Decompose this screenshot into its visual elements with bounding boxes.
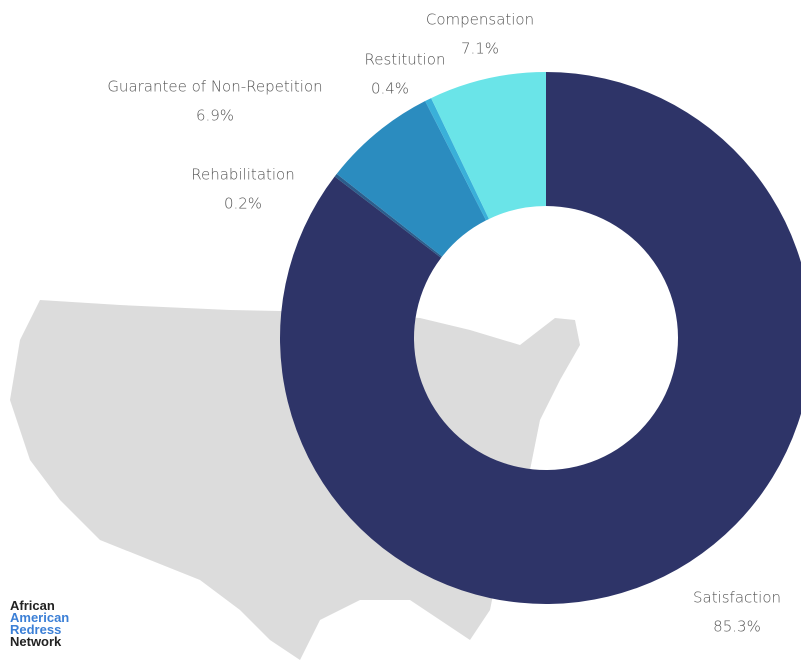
- donut-slice: [280, 72, 801, 604]
- slice-value: 7.1%: [461, 40, 499, 58]
- logo-text: Network: [10, 634, 62, 649]
- slice-label: Rehabilitation: [191, 166, 295, 184]
- logo-text: American: [10, 610, 69, 625]
- slice-value: 6.9%: [196, 107, 234, 125]
- donut-slice: [431, 72, 546, 219]
- slice-label: Guarantee of Non-Repetition: [107, 78, 322, 96]
- logo: African American Redress Network: [10, 598, 69, 649]
- slice-value: 0.2%: [224, 195, 262, 213]
- logo-text: African: [10, 598, 55, 613]
- slice-value: 0.4%: [371, 80, 409, 98]
- slice-label: Compensation: [426, 11, 534, 29]
- slice-label: Restitution: [365, 51, 446, 69]
- slice-value: 85.3%: [713, 618, 761, 636]
- logo-text: Redress: [10, 622, 61, 637]
- donut-slice: [425, 98, 489, 221]
- donut-slice: [334, 173, 443, 258]
- slice-label: Satisfaction: [693, 589, 781, 607]
- donut-slice: [336, 101, 487, 257]
